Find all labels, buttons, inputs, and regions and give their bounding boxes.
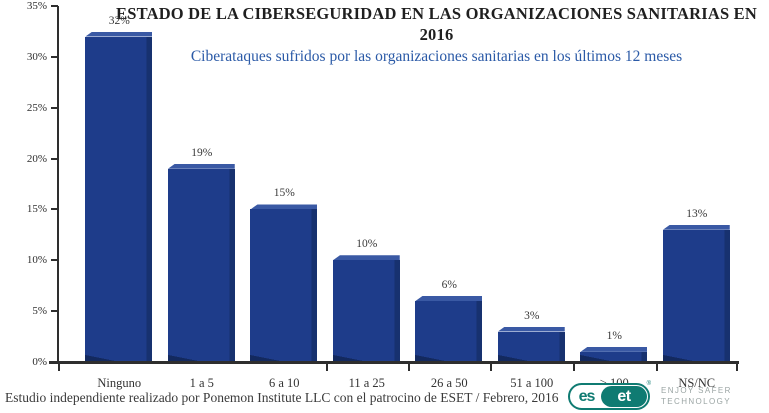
chart-subtitle: Ciberataques sufridos por las organizaci…	[190, 48, 683, 66]
y-axis-tick-mark	[51, 55, 58, 58]
y-axis-tick: 25%	[27, 102, 58, 114]
bars-region: 32% Ninguno 19% 1 a 5 15% 6 a 10 10% 11 …	[78, 6, 739, 390]
eset-logo-block: es et ® ENJOY SAFER TECHNOLOGY	[568, 381, 732, 410]
bar-chart-plot: 0% 5% 10% 15% 20% 25% 30% 35% 32% Ningun…	[27, 0, 739, 390]
x-axis-tick	[736, 363, 738, 371]
bar-group-mas-100: 1% > 100	[573, 6, 656, 390]
bar-group-ns-nc: 13% NS/NC	[656, 6, 739, 390]
x-axis-tick	[325, 363, 328, 371]
x-axis-tick	[407, 363, 410, 371]
x-axis-category-label: 6 a 10	[268, 376, 300, 390]
y-axis-tick: 30%	[27, 51, 58, 63]
x-axis-category-label: 26 a 50	[430, 376, 468, 390]
eset-logo-right-text: et	[601, 386, 647, 407]
y-axis-tick-label: 30%	[26, 50, 47, 63]
eset-logo-left-text: es	[578, 387, 596, 405]
bar-1-a-5	[167, 168, 235, 363]
eset-tagline-line1: ENJOY SAFER	[661, 385, 732, 395]
y-axis-tick-mark	[51, 310, 58, 313]
x-axis-category-label: 1 a 5	[189, 376, 214, 390]
x-axis-category-label: NS/NC	[678, 376, 716, 390]
bar-value-label: 19%	[191, 146, 213, 159]
bar-group-6-a-10: 15% 6 a 10	[243, 6, 326, 390]
bar-value-label: 32%	[108, 14, 130, 27]
bar-51-a-100	[497, 331, 565, 362]
y-axis-tick: 5%	[32, 305, 58, 317]
y-axis-tick-mark	[51, 157, 58, 160]
bar-11-a-25	[332, 260, 400, 362]
chart-title: ESTADO DE LA CIBERSEGURIDAD EN LAS ORGAN…	[116, 4, 757, 44]
bar-value-label: 6%	[441, 278, 457, 291]
y-axis-tick-label: 0%	[32, 356, 47, 368]
y-axis-tick-label: 10%	[26, 254, 47, 267]
x-axis-line	[49, 361, 739, 364]
x-axis-category-label: Ninguno	[97, 376, 142, 390]
bar-group-11-a-25: 10% 11 a 25	[326, 6, 409, 390]
bar-value-label: 10%	[356, 238, 378, 251]
y-axis-tick: 15%	[27, 203, 58, 215]
y-axis-tick-mark	[51, 5, 58, 7]
y-axis-tick-label: 25%	[26, 101, 47, 114]
bar-ns-nc	[662, 229, 730, 363]
bar-mas-100	[580, 351, 648, 363]
y-axis-tick: 10%	[27, 254, 58, 266]
x-axis-tick	[655, 363, 658, 371]
y-axis-tick-label: 20%	[26, 152, 47, 165]
eset-tagline: ENJOY SAFER TECHNOLOGY	[661, 386, 732, 408]
y-axis: 0% 5% 10% 15% 20% 25% 30% 35%	[6, 0, 58, 368]
bar-group-26-a-50: 6% 26 a 50	[408, 6, 491, 390]
source-attribution: Estudio independiente realizado por Pone…	[5, 390, 559, 405]
y-axis-tick-label: 15%	[26, 203, 47, 216]
bar-6-a-10	[250, 209, 318, 362]
y-axis-tick-mark	[51, 208, 58, 211]
x-axis-category-label: 51 a 100	[510, 376, 554, 390]
y-axis-tick-label: 35%	[26, 0, 47, 12]
x-axis-tick	[58, 363, 60, 371]
y-axis-tick: 35%	[27, 0, 58, 12]
bar-26-a-50	[415, 300, 483, 363]
chart-header: ESTADO DE LA CIBERSEGURIDAD EN LAS ORGAN…	[108, 4, 765, 67]
x-axis-category-label: 11 a 25	[348, 376, 385, 390]
x-axis-tick	[573, 363, 576, 371]
bar-value-label: 3%	[524, 309, 540, 322]
registered-trademark-icon: ®	[646, 381, 651, 387]
bar-group-51-a-100: 3% 51 a 100	[491, 6, 574, 390]
bar-group-1-a-5: 19% 1 a 5	[161, 6, 244, 390]
y-axis-tick-mark	[51, 106, 58, 109]
bar-value-label: 15%	[273, 187, 295, 200]
y-axis-tick: 20%	[27, 153, 58, 165]
bar-value-label: 13%	[686, 207, 708, 220]
y-axis-tick-mark	[51, 259, 58, 262]
eset-logo: es et ®	[568, 381, 651, 410]
bar-ninguno	[85, 36, 153, 363]
x-axis-tick	[490, 363, 493, 371]
bar-value-label: 1%	[606, 329, 622, 342]
y-axis-line	[57, 6, 59, 362]
bar-group-ninguno: 32% Ninguno	[78, 6, 161, 390]
eset-tagline-line2: TECHNOLOGY	[661, 396, 732, 406]
y-axis-tick-label: 5%	[32, 305, 47, 318]
